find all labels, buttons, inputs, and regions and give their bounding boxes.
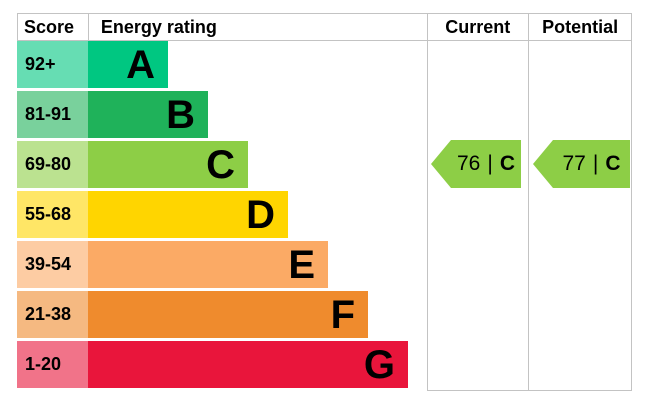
grid-line-right-edge xyxy=(631,13,632,391)
band-letter: B xyxy=(166,92,195,137)
score-range: 1-20 xyxy=(17,341,88,388)
score-range: 69-80 xyxy=(17,141,88,188)
potential-rating-separator: | xyxy=(592,152,599,175)
score-range: 81-91 xyxy=(17,91,88,138)
band-letter: A xyxy=(126,42,155,87)
header-potential: Potential xyxy=(542,17,619,37)
rating-row-d: 55-68 D xyxy=(17,191,632,241)
band-letter: D xyxy=(246,192,275,237)
potential-rating-arrow: 77 | C xyxy=(533,140,630,188)
current-rating-separator: | xyxy=(487,152,493,175)
current-rating-arrow: 76 | C xyxy=(431,140,521,188)
band-letter: E xyxy=(288,242,315,287)
header-energy-rating: Energy rating xyxy=(100,17,217,37)
band-bar-b: B xyxy=(88,91,208,138)
rating-row-e: 39-54 E xyxy=(17,241,632,291)
score-range: 21-38 xyxy=(17,291,88,338)
band-bar-g: G xyxy=(88,341,408,388)
rating-row-f: 21-38 F xyxy=(17,291,632,341)
rating-row-b: 81-91 B xyxy=(17,91,632,141)
table-header: Score Energy rating Current Potential xyxy=(17,13,632,41)
grid-line-bottom xyxy=(427,390,632,391)
rating-row-c: 69-80 C xyxy=(17,141,632,191)
band-bar-c: C xyxy=(88,141,248,188)
band-letter: F xyxy=(330,292,355,337)
energy-rating-table: Score Energy rating Current Potential 92… xyxy=(17,13,632,391)
band-letter: C xyxy=(206,142,235,187)
grid-line-potential-left xyxy=(528,13,529,391)
band-bar-d: D xyxy=(88,191,288,238)
score-range: 92+ xyxy=(17,41,88,88)
current-rating-band: C xyxy=(499,152,515,175)
band-letter: G xyxy=(363,342,395,387)
score-range: 39-54 xyxy=(17,241,88,288)
band-bar-f: F xyxy=(88,291,368,338)
score-range: 55-68 xyxy=(17,191,88,238)
rating-row-g: 1-20 G xyxy=(17,341,632,391)
potential-rating-band: C xyxy=(605,152,621,175)
current-rating-value: 76 xyxy=(457,152,481,175)
header-current: Current xyxy=(445,17,511,37)
rating-rows: 92+ A 81-91 B 69-80 C 55-68 D 39-54 E 21-38 F 1-20 G xyxy=(17,41,632,391)
band-bar-e: E xyxy=(88,241,328,288)
header-score: Score xyxy=(18,14,89,40)
rating-row-a: 92+ A xyxy=(17,41,632,91)
potential-rating-value: 77 xyxy=(562,152,586,175)
grid-line-current-left xyxy=(427,13,428,391)
band-bar-a: A xyxy=(88,41,168,88)
